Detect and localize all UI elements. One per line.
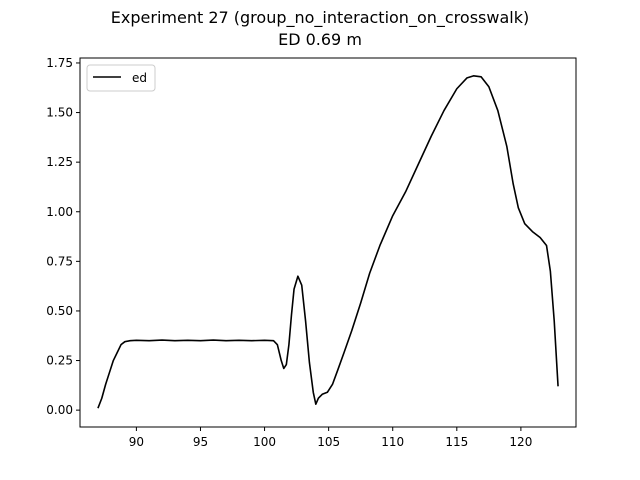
legend-box (86, 64, 156, 92)
x-tick-label: 120 (509, 435, 532, 449)
y-tick-label: 0.00 (46, 403, 73, 417)
x-tick-label: 115 (445, 435, 468, 449)
chart-title: Experiment 27 (group_no_interaction_on_c… (110, 8, 530, 27)
x-axis: 90 95 100 105 110 115 120 (129, 427, 532, 449)
y-tick-label: 1.00 (46, 205, 73, 219)
y-tick-label: 0.50 (46, 304, 73, 318)
y-tick-label: 1.75 (46, 56, 73, 70)
legend: ed (86, 64, 156, 92)
series-layer (97, 75, 559, 409)
x-tick-label: 95 (193, 435, 208, 449)
y-tick-label: 0.25 (46, 354, 73, 368)
chart-subtitle: ED 0.69 m (278, 30, 362, 49)
x-tick-label: 90 (129, 435, 144, 449)
x-tick-label: 105 (317, 435, 340, 449)
y-axis: 0.00 0.25 0.50 0.75 1.00 1.25 1.50 1.75 (46, 56, 80, 417)
y-tick-label: 0.75 (46, 254, 73, 268)
x-tick-label: 100 (253, 435, 276, 449)
y-tick-label: 1.25 (46, 155, 73, 169)
plot-area-frame (79, 57, 577, 428)
x-tick-label: 110 (381, 435, 404, 449)
y-tick-label: 1.50 (46, 106, 73, 120)
series-line-ed (97, 75, 559, 409)
legend-label-ed: ed (132, 71, 147, 85)
